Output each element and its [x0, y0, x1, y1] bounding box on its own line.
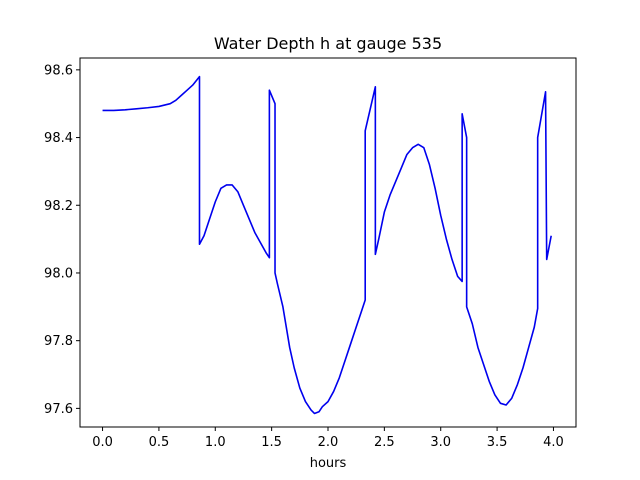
x-axis: 0.0 0.5 1.0 1.5 2.0 2.5 3.0 3.5 4.0 — [92, 427, 564, 450]
series-line — [102, 75, 552, 415]
y-tick-label: 97.6 — [44, 402, 73, 417]
y-tick-label: 98.0 — [44, 266, 73, 281]
x-tick-label: 1.5 — [261, 435, 282, 450]
x-tick-label: 1.0 — [205, 435, 226, 450]
x-tick-label: 0.0 — [92, 435, 113, 450]
plot-area — [79, 57, 577, 428]
y-tick-label: 97.8 — [44, 334, 73, 349]
x-tick-label: 0.5 — [149, 435, 170, 450]
y-tick-label: 98.6 — [44, 63, 73, 78]
axes-frame — [79, 57, 577, 428]
x-tick-label: 4.0 — [543, 435, 564, 450]
y-axis: 97.6 97.8 98.0 98.2 98.4 98.6 — [44, 63, 80, 417]
y-tick-label: 98.2 — [44, 199, 73, 214]
x-tick-label: 3.0 — [430, 435, 451, 450]
x-tick-label: 2.5 — [374, 435, 395, 450]
x-tick-label: 2.0 — [318, 435, 339, 450]
x-tick-label: 3.5 — [487, 435, 508, 450]
x-axis-title: hours — [310, 456, 347, 471]
chart-title: Water Depth h at gauge 535 — [214, 34, 442, 53]
y-tick-label: 98.4 — [44, 131, 73, 146]
